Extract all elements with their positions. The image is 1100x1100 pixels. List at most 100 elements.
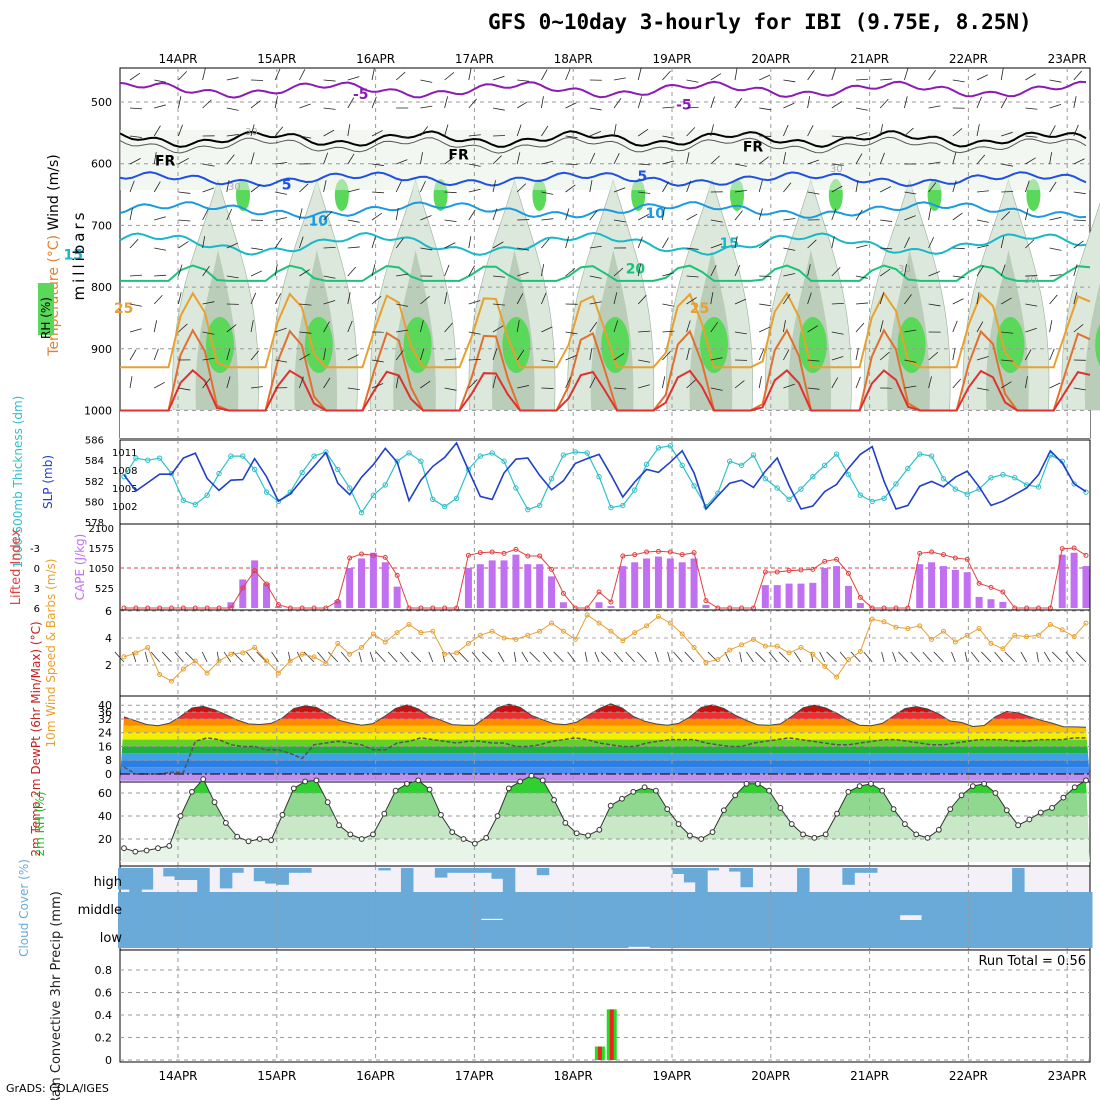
temp-tick-label: 16 xyxy=(98,740,112,753)
li-point xyxy=(513,546,519,552)
li-point xyxy=(264,581,270,587)
thickness-point xyxy=(418,458,424,464)
cloud-bar-high xyxy=(706,868,720,871)
wind-barb xyxy=(323,180,327,193)
wind-barb xyxy=(807,191,820,195)
wind-barb xyxy=(892,651,897,663)
wind-barb xyxy=(1000,381,1012,389)
wind-barb xyxy=(347,320,353,333)
thickness-point xyxy=(893,481,899,487)
wind-barb xyxy=(759,303,772,307)
cloud-bar-middle xyxy=(1046,892,1059,920)
wind-speed-point xyxy=(596,620,602,626)
wind-barb xyxy=(468,331,481,335)
wind-speed-point xyxy=(121,654,127,660)
cape-bar xyxy=(263,583,271,608)
wind-barb xyxy=(807,69,815,81)
ylabel-thickness: 1000-500mb Thickness (dm) xyxy=(11,396,25,569)
wind-barb xyxy=(1000,211,1011,221)
wind-barb xyxy=(444,358,457,361)
cloud-bar-middle xyxy=(174,892,188,920)
wind-barb xyxy=(819,651,826,663)
cloud-bar-low xyxy=(208,920,222,948)
wind-barb xyxy=(154,274,167,277)
cloud-bar-high xyxy=(276,868,289,885)
wind-barb xyxy=(807,159,820,165)
wind-speed-point xyxy=(1083,620,1089,626)
rh-point xyxy=(505,785,512,792)
wind-barb xyxy=(928,376,932,389)
wind-barb xyxy=(758,240,769,249)
cloud-bar-middle xyxy=(446,892,459,920)
wind-barb xyxy=(783,182,792,193)
wind-barb xyxy=(1073,387,1086,391)
wind-barb xyxy=(565,163,578,166)
wind-speed-point xyxy=(655,613,661,619)
temp-tick-label: 40 xyxy=(98,699,112,712)
wind-barb xyxy=(1049,382,1061,389)
wind-barb xyxy=(347,153,355,165)
precip-tick-label: 0.6 xyxy=(95,987,113,1000)
wind-barb xyxy=(1043,651,1051,663)
li-tick-label: -3 xyxy=(30,544,40,555)
wind-barb xyxy=(129,107,142,110)
cloud-bar-low xyxy=(525,920,538,948)
rh-point xyxy=(256,836,263,842)
cloud-bar-middle xyxy=(1080,892,1093,920)
below-ground xyxy=(120,410,1090,438)
wind-barb xyxy=(150,651,160,663)
wind-barb xyxy=(594,651,600,663)
cloud-bar-middle xyxy=(932,892,946,920)
wind-barb xyxy=(976,190,989,193)
cloud-bar-low xyxy=(570,920,584,948)
cloud-bar-middle xyxy=(944,892,957,920)
temp-band xyxy=(120,753,1090,761)
wind-speed-point xyxy=(1012,632,1018,638)
cape-bar xyxy=(916,564,924,608)
wind-speed-point xyxy=(157,671,163,677)
cloud-bar-middle xyxy=(242,892,255,920)
thickness-point xyxy=(430,496,436,503)
wind-speed-point xyxy=(180,666,186,672)
wind-barb xyxy=(565,102,577,109)
cloud-bar-middle xyxy=(593,892,606,920)
wind-barb xyxy=(347,266,357,277)
temp-tick-label: 36 xyxy=(98,706,112,719)
wind-barb xyxy=(734,264,741,277)
wind-barb xyxy=(952,320,958,333)
thickness-point xyxy=(620,502,626,509)
thickness-point xyxy=(335,466,341,473)
wind-barb xyxy=(178,264,183,277)
cloud-bar-middle xyxy=(536,892,550,920)
wind-barb xyxy=(541,264,545,277)
wind-barb xyxy=(288,651,291,663)
wind-barb xyxy=(855,78,869,81)
wind-barb xyxy=(976,265,984,277)
rh-point xyxy=(902,821,908,827)
wind-speed-point xyxy=(216,658,222,664)
thickness-point xyxy=(501,458,507,464)
wind-barb xyxy=(347,188,360,193)
cloud-bar-low xyxy=(638,920,652,947)
contour-label: 10 xyxy=(645,206,665,222)
date-label-top: 14APR xyxy=(158,52,197,66)
precip-convective-bar xyxy=(609,1009,614,1060)
wind-barb xyxy=(299,69,306,81)
thickness-point xyxy=(845,471,852,478)
cloud-bar-high xyxy=(729,868,742,872)
wind-speed-point xyxy=(620,638,626,644)
wind-barb xyxy=(250,292,257,305)
cloud-bar-high xyxy=(683,868,697,883)
wind-speed-point xyxy=(501,635,507,641)
wind-barb xyxy=(976,387,989,391)
wind-barb xyxy=(468,236,472,249)
wind-barb xyxy=(855,107,868,111)
wind-barb xyxy=(395,350,404,361)
rh-point xyxy=(551,797,557,803)
wind-barb xyxy=(710,321,719,333)
wind-barb xyxy=(613,320,618,333)
wind-barb xyxy=(710,96,715,109)
cloud-bar-high xyxy=(491,868,504,879)
cloud-bar-middle xyxy=(480,892,493,919)
rh-point xyxy=(924,834,931,841)
